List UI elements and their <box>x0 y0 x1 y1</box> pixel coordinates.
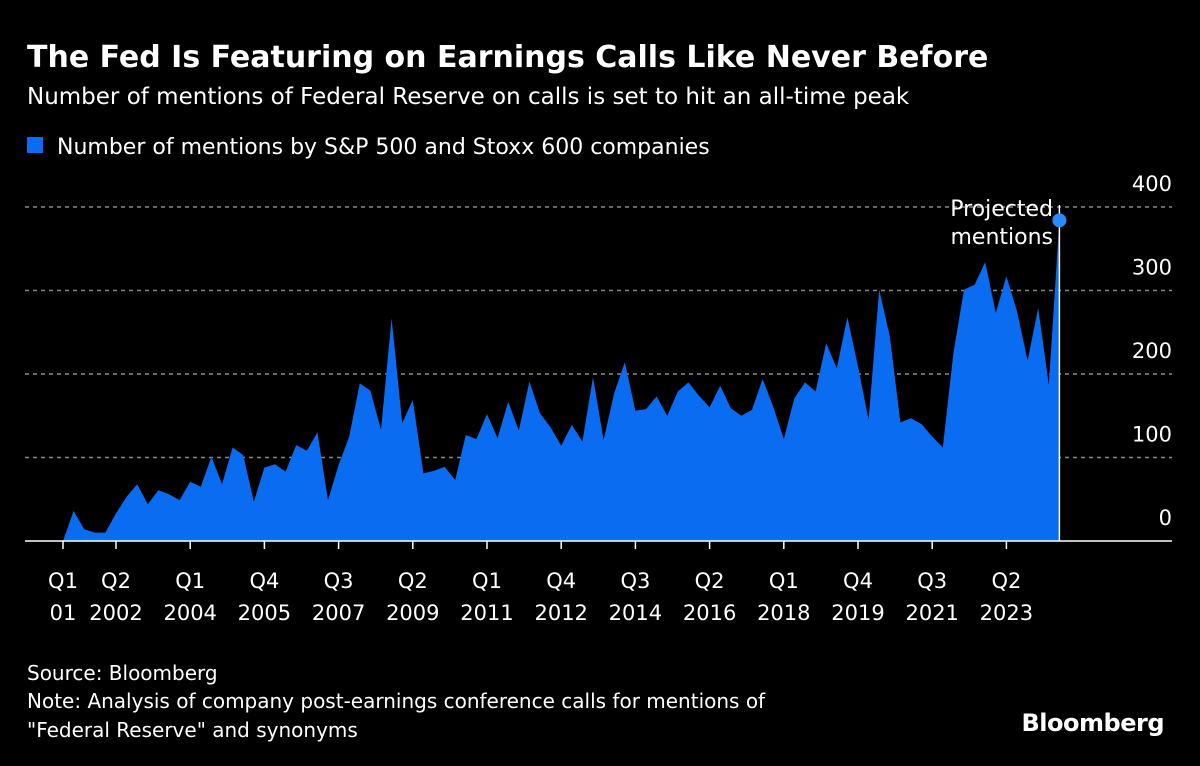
x-tick-quarter: Q1 <box>175 569 205 593</box>
source-text: Source: Bloomberg <box>27 661 218 685</box>
x-tick-year: 2018 <box>757 601 810 625</box>
x-tick-year: 2009 <box>386 601 439 625</box>
y-axis-labels: 0 100 200 300 400 <box>1132 172 1172 530</box>
x-tick-year: 2016 <box>683 601 736 625</box>
x-tick-year: 2021 <box>905 601 958 625</box>
y-tick-label: 200 <box>1132 339 1172 363</box>
x-tick-quarter: Q4 <box>546 569 576 593</box>
x-tick-year: 2002 <box>89 601 142 625</box>
note-line1: Note: Analysis of company post-earnings … <box>27 689 766 713</box>
x-tick-quarter: Q3 <box>620 569 650 593</box>
x-tick-quarter: Q2 <box>101 569 131 593</box>
series-area <box>63 220 1060 541</box>
x-tick-year: 2019 <box>831 601 884 625</box>
x-tick-quarter: Q4 <box>249 569 279 593</box>
x-tick-quarter: Q2 <box>398 569 428 593</box>
x-tick-quarter: Q4 <box>843 569 873 593</box>
annotation-line2: mentions <box>950 225 1053 250</box>
bloomberg-logo: Bloomberg <box>1022 709 1164 737</box>
x-tick-year: 2004 <box>163 601 216 625</box>
x-tick-quarter: Q1 <box>48 569 78 593</box>
series-points <box>62 220 1060 542</box>
x-tick-year: 2023 <box>980 601 1033 625</box>
annotation-line1: Projected <box>950 197 1053 222</box>
x-tick-quarter: Q3 <box>324 569 354 593</box>
x-tick-quarter: Q2 <box>695 569 725 593</box>
legend-swatch <box>27 137 43 153</box>
chart-title: The Fed Is Featuring on Earnings Calls L… <box>27 40 988 75</box>
y-tick-label: 0 <box>1159 506 1172 530</box>
x-tick-year: 2005 <box>238 601 291 625</box>
projected-point <box>1052 213 1067 228</box>
y-tick-label: 300 <box>1132 256 1172 280</box>
note-line2: "Federal Reserve" and synonyms <box>27 718 358 742</box>
x-tick-quarter: Q3 <box>917 569 947 593</box>
x-tick-year: 2007 <box>312 601 365 625</box>
x-axis-ticks: Q1 01 Q2 2002 Q1 2004 Q4 2005 Q3 2007 Q2 2009 Q1 2011… <box>48 541 1033 625</box>
x-tick-quarter: Q1 <box>769 569 799 593</box>
x-tick-year: 01 <box>50 601 77 625</box>
y-tick-label: 400 <box>1132 172 1172 196</box>
x-tick-year: 2011 <box>460 601 513 625</box>
x-tick-quarter: Q1 <box>472 569 502 593</box>
x-tick-quarter: Q2 <box>991 569 1021 593</box>
chart-subtitle: Number of mentions of Federal Reserve on… <box>27 84 910 110</box>
x-tick-year: 2014 <box>609 601 662 625</box>
legend-label: Number of mentions by S&P 500 and Stoxx … <box>57 135 710 160</box>
y-tick-label: 100 <box>1132 423 1172 447</box>
x-tick-year: 2012 <box>534 601 587 625</box>
